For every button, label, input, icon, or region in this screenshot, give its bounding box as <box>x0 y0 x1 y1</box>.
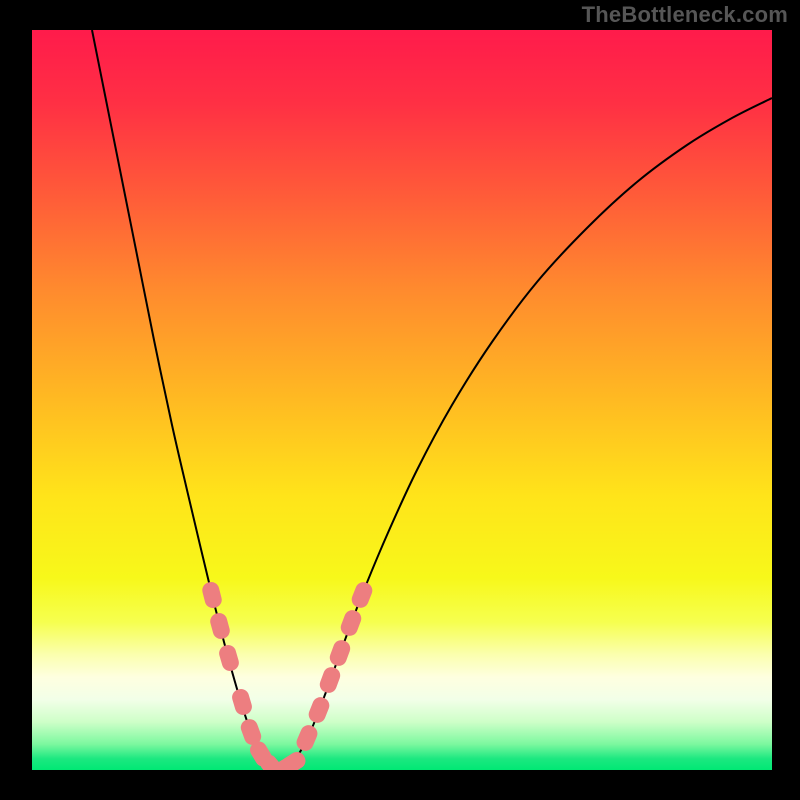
chart-container: TheBottleneck.com <box>0 0 800 800</box>
chart-svg <box>32 30 772 770</box>
watermark-text: TheBottleneck.com <box>582 2 788 28</box>
plot-area <box>32 30 772 770</box>
gradient-background <box>32 30 772 770</box>
